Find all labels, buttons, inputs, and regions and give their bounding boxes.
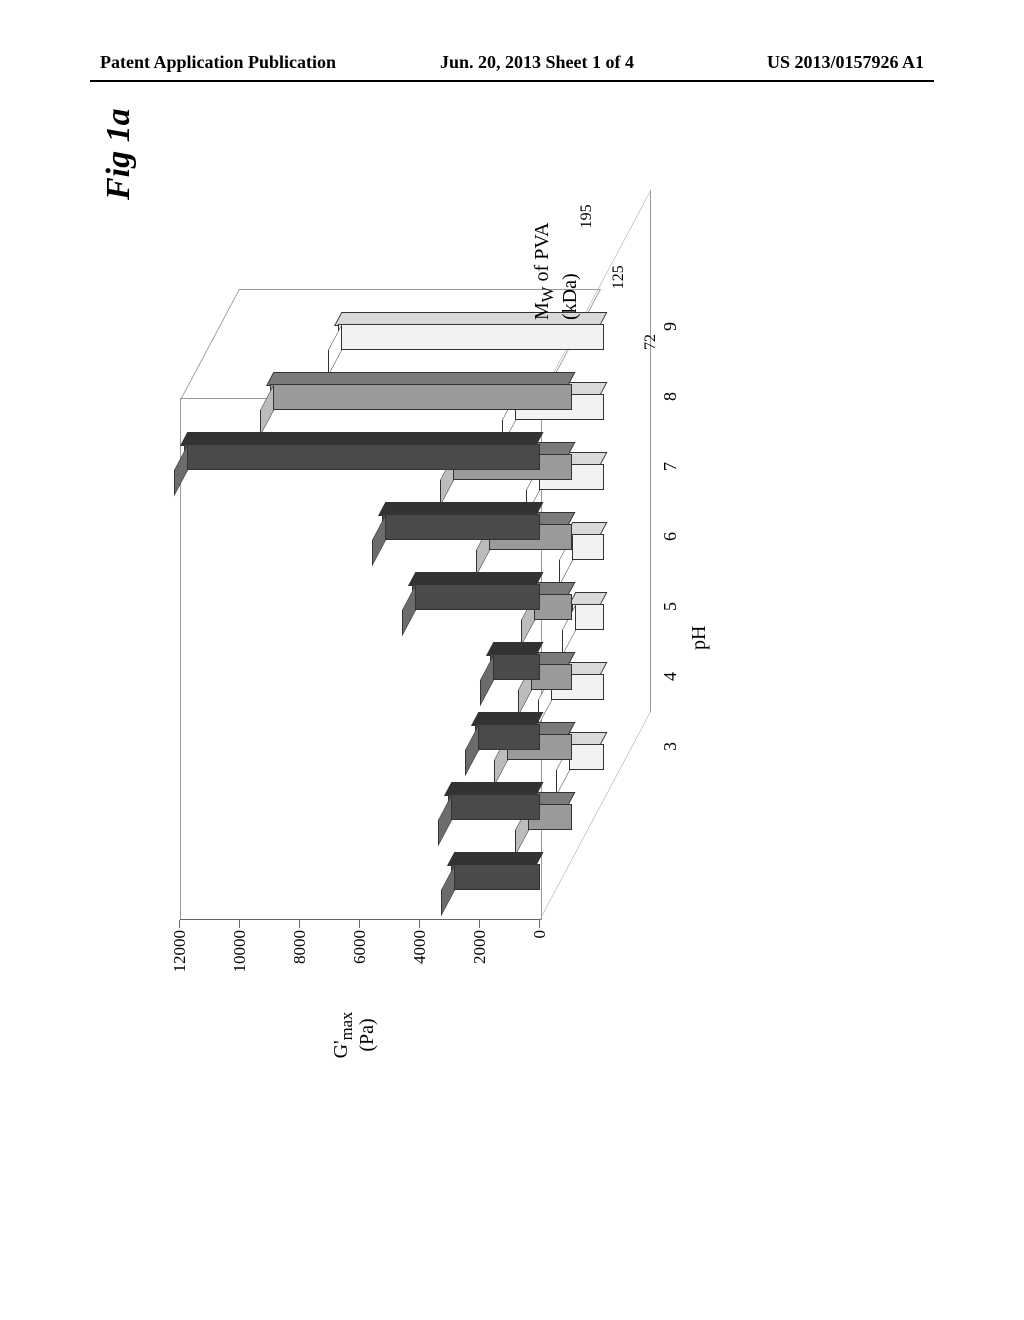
x-tick: 5 — [660, 592, 681, 622]
y-tick: 0 — [530, 930, 550, 990]
y-tick: 4000 — [410, 930, 430, 990]
header-right: US 2013/0157926 A1 — [767, 52, 924, 73]
bar — [272, 386, 572, 410]
header-rule — [90, 80, 934, 82]
y-tick: 6000 — [350, 930, 370, 990]
bar-front — [490, 654, 540, 680]
bar-front — [270, 384, 572, 410]
x-tick: 7 — [660, 452, 681, 482]
bar-front — [475, 724, 540, 750]
x-tick: 8 — [660, 382, 681, 412]
bar-top — [480, 654, 494, 706]
bar-front — [569, 534, 604, 560]
x-tick: 6 — [660, 522, 681, 552]
bar-top — [465, 724, 479, 776]
bar-front — [338, 324, 604, 350]
y-tick: 2000 — [470, 930, 490, 990]
bar-front — [412, 584, 540, 610]
chart-wrapper: 0 2000 4000 6000 8000 10000 12000 G'max (Pa) 3… — [140, 200, 900, 1100]
bar-top — [328, 324, 342, 376]
bar-top — [174, 444, 188, 496]
z-axis-label-sub: W — [538, 286, 557, 302]
figure-label: Fig 1a — [100, 108, 138, 200]
z-axis-label: MW of PVA (kDa) — [530, 140, 582, 320]
x-tick: 4 — [660, 662, 681, 692]
bar — [453, 866, 540, 890]
x-tick: 3 — [660, 732, 681, 762]
header-mid: Jun. 20, 2013 Sheet 1 of 4 — [440, 52, 634, 73]
bar-top — [441, 864, 455, 916]
bar-top — [402, 584, 416, 636]
y-axis-label-prefix: G' — [330, 1040, 352, 1058]
y-axis-label: G'max (Pa) — [330, 990, 378, 1080]
x-tick: 9 — [660, 312, 681, 342]
header-left: Patent Application Publication — [100, 52, 336, 73]
z-tick: 72 — [642, 334, 660, 350]
bar — [186, 446, 540, 470]
bar-front — [382, 514, 540, 540]
z-axis-unit: (kDa) — [559, 273, 581, 320]
bar3d-chart: 020004000600080001000012000 G'max (Pa) 3… — [180, 280, 700, 980]
bar-top — [260, 384, 274, 436]
bar — [571, 536, 604, 560]
y-axis-label-sub: max — [337, 1012, 356, 1041]
bar-front — [448, 794, 540, 820]
bar-top — [372, 514, 386, 566]
bar — [340, 326, 604, 350]
bar — [568, 746, 604, 770]
bar-front — [451, 864, 540, 890]
y-tick: 10000 — [230, 930, 250, 990]
bar-front — [184, 444, 540, 470]
bar-front — [572, 604, 604, 630]
bar — [477, 726, 540, 750]
bar — [414, 586, 540, 610]
x-axis-label: pH — [688, 626, 711, 650]
bar — [450, 796, 540, 820]
z-tick: 125 — [610, 265, 628, 289]
y-axis-unit: (Pa) — [356, 1018, 378, 1051]
z-axis-label-prefix: M — [531, 302, 553, 320]
bars-container — [180, 280, 650, 920]
bar-top — [438, 794, 452, 846]
bar — [384, 516, 540, 540]
y-tick: 8000 — [290, 930, 310, 990]
bar — [492, 656, 540, 680]
y-tick: 12000 — [170, 930, 190, 990]
z-axis-label-suffix: of PVA — [531, 222, 553, 286]
bar — [574, 606, 604, 630]
